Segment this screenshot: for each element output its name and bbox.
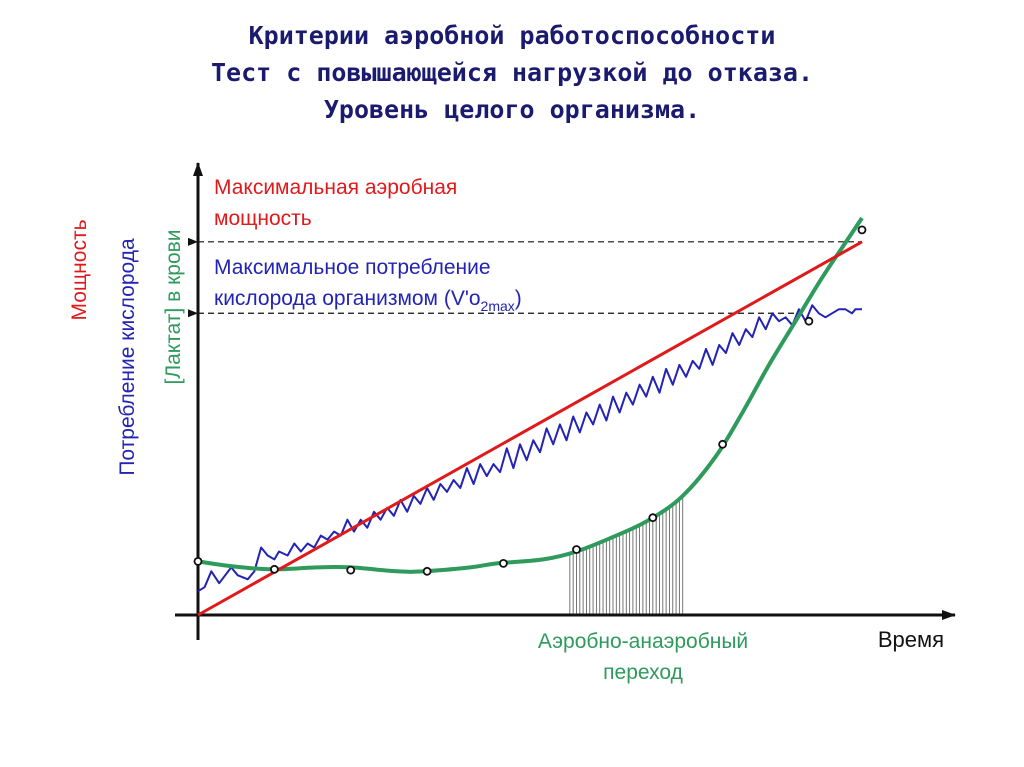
transition-label-line-1: Аэробно-анаэробный — [538, 630, 748, 653]
lactate-marker — [346, 565, 356, 575]
lactate-marker — [269, 564, 279, 574]
max-power-label-line-2: мощность — [214, 207, 312, 230]
oxygen-consumption-line — [197, 304, 862, 593]
lactate-marker — [857, 225, 867, 235]
y-axis-label-lactate: [Лактат] в крови — [162, 229, 185, 384]
lactate-curve — [197, 216, 864, 574]
lactate-marker — [718, 439, 727, 449]
chart-title-line-3: Уровень целого организма. — [323, 95, 701, 124]
max-power-label-line-1: Максимальная аэробная — [214, 176, 457, 199]
vo2max-label-line-2: кислорода организмом (V'o2max) — [214, 287, 522, 314]
lactate-marker — [193, 557, 203, 566]
vo2max-label-suffix: ) — [515, 287, 522, 310]
transition-label-line-2: переход — [603, 661, 683, 684]
lactate-marker — [804, 316, 814, 326]
y-axis-label-oxygen: Потребление кислорода — [116, 238, 139, 476]
transition-zone-hatching — [569, 497, 684, 614]
lactate-marker — [572, 545, 581, 554]
chart-title-line-1: Критерии аэробной работоспособности — [248, 21, 776, 50]
vo2max-label-line-1: Максимальное потребление — [214, 256, 491, 279]
y-axis-label-power: Мощность — [68, 219, 91, 320]
lactate-marker — [498, 559, 508, 568]
x-axis-label: Время — [878, 627, 944, 652]
lactate-markers — [193, 225, 867, 576]
vo2max-label-prefix: кислорода организмом (V'o — [214, 287, 481, 310]
lactate-marker — [648, 513, 658, 523]
power-line — [197, 240, 863, 617]
vo2max-label-subscript: 2max — [481, 298, 515, 314]
chart-title-line-2: Тест с повышающейся нагрузкой до отказа. — [210, 58, 814, 87]
lactate-marker — [422, 566, 432, 576]
